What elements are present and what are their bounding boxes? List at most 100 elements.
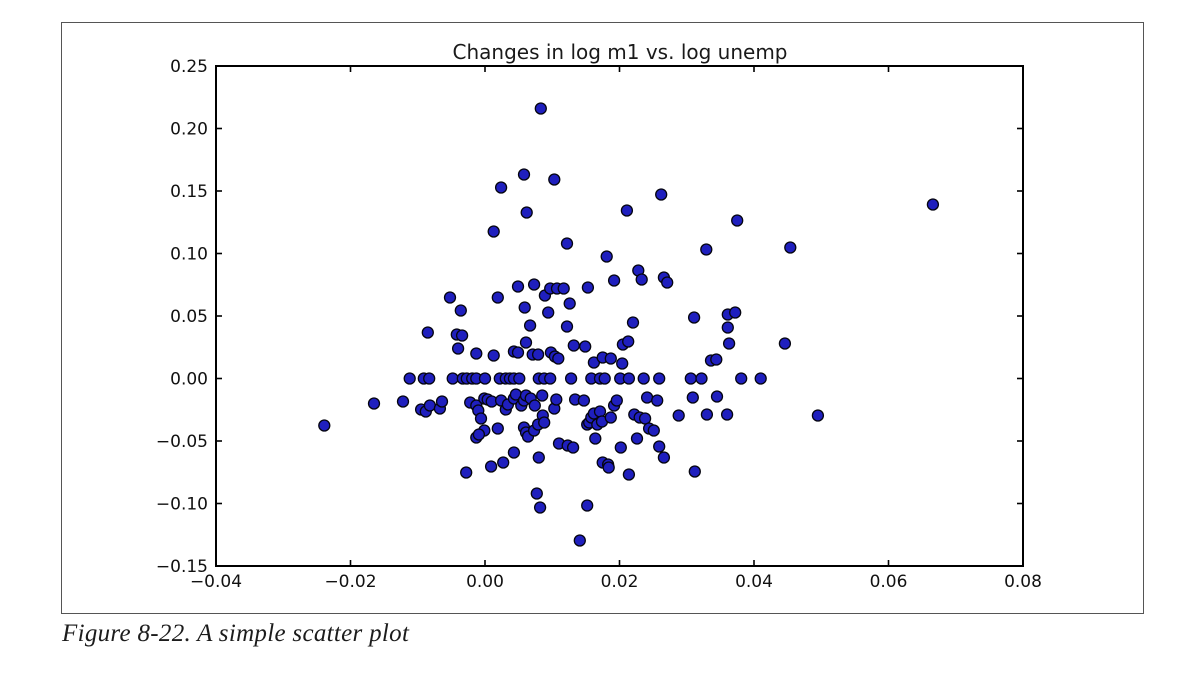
scatter-point [532,451,545,464]
scatter-point [487,225,500,238]
scatter-point [396,395,410,408]
scatter-point [478,372,492,385]
scatter-point [534,102,547,115]
scatter-point [637,372,650,385]
scatter-point [435,395,449,408]
scatter-point [687,311,701,324]
scatter-point [511,280,525,293]
y-tick-label: 0.10 [170,245,208,265]
scatter-point [647,424,660,437]
scatter-point [470,347,483,360]
scatter-point [721,321,734,334]
scatter-point [630,432,644,445]
scatter-point [720,408,734,421]
scatter-point [491,291,504,304]
axes-frame [215,65,1024,567]
scatter-point [536,389,549,402]
scatter-point [607,274,621,287]
y-tick-label: −0.10 [156,495,208,515]
scatter-point [530,487,543,500]
scatter-point [552,352,565,365]
scatter-point [735,372,748,385]
scatter-point [487,349,500,362]
scatter-point [423,399,437,412]
scatter-point [472,428,486,441]
scatter-point [655,188,668,201]
y-tick-label: −0.15 [156,557,208,577]
scatter-point [684,372,697,385]
scatter-point [598,372,611,385]
scatter-point [581,499,594,512]
scatter-point [527,278,541,291]
scatter-point [460,466,473,479]
scatter-point [519,336,533,349]
scatter-point [622,335,635,348]
scatter-point [620,204,634,217]
x-tick-label: 0.04 [735,572,773,592]
scatter-point [710,390,724,403]
scatter-point [604,411,617,424]
scatter-point [657,451,671,464]
scatter-point [729,306,742,319]
scatter-point [531,348,545,361]
scatter-point [731,214,744,227]
scatter-point [602,461,615,474]
scatter-point [484,460,498,473]
scatter-point [600,250,613,263]
scatter-point [538,416,551,429]
scatter-point [423,372,436,385]
scatter-point [672,409,685,422]
scatter-point [511,346,525,359]
scatter-point [542,306,555,319]
scatter-point [640,391,654,404]
y-tick-label: 0.20 [170,120,208,140]
scatter-point [722,337,736,350]
scatter-point [474,412,488,425]
scatter-point [651,394,664,407]
y-tick-label: 0.25 [170,57,208,77]
scatter-point [635,273,648,286]
scatter-point [533,501,547,514]
scatter-point [778,337,792,350]
scatter-point [497,456,510,469]
scatter-point [695,372,708,385]
scatter-point [926,198,940,211]
scatter-point [579,340,592,353]
x-tick-label: 0.06 [870,572,908,592]
x-tick-label: −0.04 [190,572,242,592]
y-tick-label: 0.00 [170,370,208,390]
scatter-point [653,440,666,453]
scatter-point [454,304,467,317]
scatter-point [523,319,537,332]
scatter-point [518,301,531,314]
scatter-point [548,173,561,186]
scatter-point [593,405,607,418]
scatter-point [811,409,825,422]
scatter-point [513,372,526,385]
scatter-point [451,342,465,355]
scatter-point [491,422,504,435]
scatter-point [700,243,713,256]
x-tick-label: 0.08 [1004,572,1042,592]
scatter-point [604,352,617,365]
scatter-point [455,329,469,342]
x-tick-label: 0.00 [466,572,504,592]
chart-title: Changes in log m1 vs. log unemp [453,40,788,64]
scatter-point [567,339,580,352]
scatter-point [653,372,666,385]
scatter-point [754,372,767,385]
scatter-point [560,320,574,333]
scatter-points [318,102,940,547]
scatter-point [700,408,714,421]
tick-labels: −0.04 −0.02 0.00 0.02 0.04 0.06 0.08 0.25 0.20 0.… [156,57,1042,592]
scatter-point [507,446,521,459]
scatter-point [563,297,576,310]
y-tick-label: 0.05 [170,307,208,327]
x-tick-label: −0.02 [324,572,376,592]
scatter-point [616,357,629,370]
scatter-point [367,397,381,410]
x-tick-label: 0.02 [601,572,639,592]
figure-caption: Figure 8-22. A simple scatter plot [62,620,410,647]
scatter-point [443,291,457,304]
scatter-point [589,432,602,445]
